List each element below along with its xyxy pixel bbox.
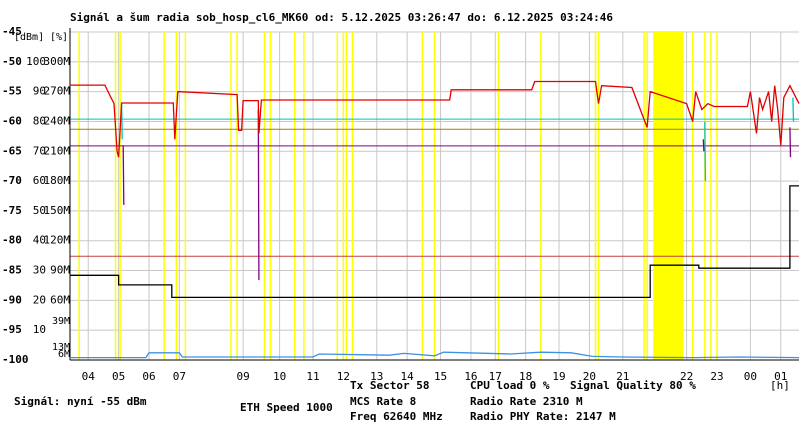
y3-tick-label: 180M bbox=[44, 174, 71, 187]
y-tick-label: -45 bbox=[2, 25, 22, 38]
x-tick-label: 22 bbox=[680, 370, 693, 383]
series-line bbox=[70, 185, 799, 299]
series-line bbox=[70, 80, 800, 158]
y2-tick-label: 80 bbox=[33, 114, 46, 127]
y3-tick-label: 300M bbox=[44, 55, 71, 68]
y2-tick-label: 60 bbox=[33, 174, 46, 187]
x-tick-label: 09 bbox=[237, 370, 250, 383]
y-tick-label: -60 bbox=[2, 114, 22, 127]
x-tick-label: 20 bbox=[583, 370, 596, 383]
y3-tick-label: 270M bbox=[44, 85, 71, 98]
x-tick-label: 04 bbox=[82, 370, 96, 383]
legend-entry: Signál: nyní -55 dBm bbox=[14, 395, 147, 408]
x-tick-label: 00 bbox=[744, 370, 757, 383]
x-tick-label: 10 bbox=[273, 370, 286, 383]
y-tick-label: -85 bbox=[2, 264, 22, 277]
y2-tick-label: 10 bbox=[33, 323, 46, 336]
y-tick-label: -90 bbox=[2, 293, 22, 306]
legend-entry: Radio PHY Rate: 2147 M bbox=[470, 410, 616, 423]
y-unit: [dBm] bbox=[14, 32, 44, 43]
y3-tick-label: 90M bbox=[50, 264, 70, 277]
x-tick-label: 05 bbox=[112, 370, 125, 383]
eth-block bbox=[653, 32, 684, 360]
x-tick-label: 07 bbox=[173, 370, 186, 383]
y-tick-label: -50 bbox=[2, 55, 22, 68]
x-tick-label: 13 bbox=[370, 370, 383, 383]
legend-entry: Radio Rate 2310 M bbox=[470, 395, 583, 408]
x-tick-label: 12 bbox=[337, 370, 350, 383]
x-tick-label: 06 bbox=[142, 370, 155, 383]
y2-tick-label: 100 bbox=[26, 55, 46, 68]
legend-entry: MCS Rate 8 bbox=[350, 395, 416, 408]
legend-entry: Signal Quality 80 % bbox=[570, 379, 696, 392]
rate-marker: 6M bbox=[58, 349, 70, 360]
y3-tick-label: 240M bbox=[44, 114, 71, 127]
x-unit: [h] bbox=[770, 379, 790, 392]
x-tick-label: 21 bbox=[616, 370, 629, 383]
y-tick-label: -100 bbox=[2, 353, 29, 366]
y-tick-label: -70 bbox=[2, 174, 22, 187]
rate-marker: 13M bbox=[52, 342, 70, 353]
y3-tick-label: 210M bbox=[44, 144, 71, 157]
legend-entry: Tx Sector 58 bbox=[350, 379, 429, 392]
chart-title: Signál a šum radia sob_hosp_cl6_MK60 od:… bbox=[70, 11, 613, 24]
y-tick-label: -80 bbox=[2, 234, 22, 247]
y-tick-label: -65 bbox=[2, 144, 22, 157]
x-tick-label: 11 bbox=[306, 370, 319, 383]
legend-entry: Freq 62640 MHz bbox=[350, 410, 443, 423]
y2-tick-label: 30 bbox=[33, 264, 46, 277]
x-tick-label: 23 bbox=[710, 370, 723, 383]
x-tick-label: 14 bbox=[401, 370, 415, 383]
y2-unit: [%] bbox=[50, 32, 68, 43]
series-line bbox=[122, 109, 792, 281]
x-tick-label: 19 bbox=[552, 370, 565, 383]
x-tick-label: 18 bbox=[519, 370, 532, 383]
y3-tick-label: 120M bbox=[44, 234, 71, 247]
y3-tick-label: 150M bbox=[44, 204, 71, 217]
legend-entry: CPU load 0 % bbox=[470, 379, 550, 392]
legend-entry: ETH Speed 1000 bbox=[240, 401, 333, 414]
x-tick-label: 17 bbox=[489, 370, 502, 383]
y3-tick-label: 60M bbox=[50, 293, 70, 306]
y2-tick-label: 90 bbox=[33, 85, 46, 98]
y-tick-label: -75 bbox=[2, 204, 22, 217]
x-tick-label: 01 bbox=[774, 370, 787, 383]
x-tick-label: 16 bbox=[464, 370, 477, 383]
y2-tick-label: 70 bbox=[33, 144, 46, 157]
y2-tick-label: 40 bbox=[33, 234, 46, 247]
x-tick-label: 15 bbox=[434, 370, 447, 383]
y-tick-label: -55 bbox=[2, 85, 22, 98]
series-line bbox=[70, 351, 800, 359]
rate-marker: 39M bbox=[52, 316, 70, 327]
y2-tick-label: 20 bbox=[33, 293, 46, 306]
y-tick-label: -95 bbox=[2, 323, 22, 336]
y2-tick-label: 50 bbox=[33, 204, 46, 217]
